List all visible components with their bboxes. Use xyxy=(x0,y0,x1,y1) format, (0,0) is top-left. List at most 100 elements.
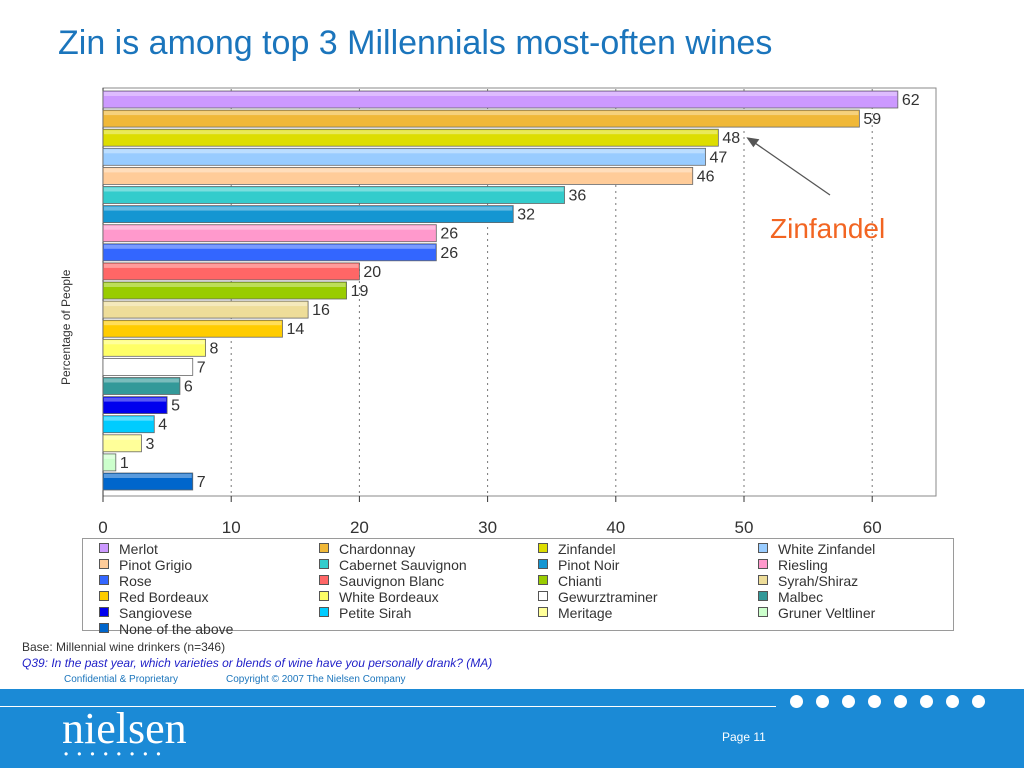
legend-label: Merlot xyxy=(119,541,158,557)
bar-pinot-grigio xyxy=(102,166,694,185)
bar-highlight xyxy=(104,130,718,135)
data-label: 32 xyxy=(517,207,535,224)
legend-swatch xyxy=(99,543,109,553)
data-label: 46 xyxy=(697,168,715,185)
legend-item: Sauvignon Blanc xyxy=(319,573,444,589)
data-label: 1 xyxy=(120,455,129,472)
bar-gewurztraminer xyxy=(102,357,194,376)
legend-swatch xyxy=(319,591,329,601)
legend-item: Pinot Grigio xyxy=(99,557,192,573)
y-axis-label: Percentage of People xyxy=(59,269,73,385)
bar-meritage xyxy=(102,434,142,453)
bar-highlight xyxy=(104,263,359,268)
bar-highlight xyxy=(104,435,141,440)
footer-dot xyxy=(816,695,829,708)
footer-divider xyxy=(0,706,776,707)
legend-label: Gewurztraminer xyxy=(558,589,658,605)
footer-dots xyxy=(790,695,998,713)
legend-swatch xyxy=(538,591,548,601)
legend-item: Chianti xyxy=(538,573,602,589)
legend-label: Syrah/Shiraz xyxy=(778,573,859,589)
legend-item: Sangiovese xyxy=(99,605,192,621)
legend-swatch xyxy=(99,559,109,569)
legend-swatch xyxy=(319,575,329,585)
data-label: 48 xyxy=(722,130,740,147)
legend-swatch xyxy=(758,575,768,585)
data-label: 5 xyxy=(171,398,180,415)
bar-malbec xyxy=(102,377,181,395)
legend-swatch xyxy=(538,607,548,617)
bar-highlight xyxy=(104,206,513,211)
bar-none-of-the-above xyxy=(102,472,194,491)
x-tick-label: 40 xyxy=(606,518,625,537)
bar-highlight xyxy=(104,340,205,345)
logo-dots: •••••••• xyxy=(64,747,170,761)
legend-swatch xyxy=(99,575,109,585)
legend-label: Rose xyxy=(119,573,152,589)
bar-highlight xyxy=(104,454,115,459)
legend-label: Pinot Grigio xyxy=(119,557,193,573)
legend-swatch xyxy=(758,543,768,553)
legend-label: Chardonnay xyxy=(339,541,416,557)
legend-item: Zinfandel xyxy=(538,541,616,557)
legend-item: Meritage xyxy=(538,605,612,621)
bar-white-zinfandel xyxy=(102,147,706,166)
legend-item: Syrah/Shiraz xyxy=(758,573,858,589)
legend-item: Malbec xyxy=(758,589,823,605)
legend-item: Chardonnay xyxy=(319,541,415,557)
legend-swatch xyxy=(758,559,768,569)
footer-dot xyxy=(972,695,985,708)
legend-item: Cabernet Sauvignon xyxy=(319,557,467,573)
data-label: 7 xyxy=(197,474,206,491)
legend-item: Gruner Veltliner xyxy=(758,605,875,621)
data-label: 62 xyxy=(902,92,920,109)
data-label: 26 xyxy=(440,226,458,243)
bar-chianti xyxy=(102,281,347,300)
legend-label: Meritage xyxy=(558,605,613,621)
data-label: 36 xyxy=(569,188,587,205)
confidential-note: Confidential & Proprietary xyxy=(64,674,178,685)
nielsen-logo: nielsen xyxy=(62,704,187,753)
bar-highlight xyxy=(104,187,564,192)
bar-highlight xyxy=(104,416,154,421)
legend-item: Riesling xyxy=(758,557,828,573)
data-label: 4 xyxy=(158,417,167,434)
bar-highlight xyxy=(104,225,436,230)
footer-dot xyxy=(920,695,933,708)
data-label: 3 xyxy=(145,436,154,453)
page-number: Page 11 xyxy=(722,730,766,744)
bar-highlight xyxy=(104,474,192,478)
bar-highlight xyxy=(104,283,346,287)
base-note: Base: Millennial wine drinkers (n=346) xyxy=(22,640,226,654)
annotation-arrow xyxy=(751,140,831,196)
legend-item: White Zinfandel xyxy=(758,541,875,557)
bar-highlight xyxy=(104,359,192,364)
question-note: Q39: In the past year, which varieties o… xyxy=(22,656,493,670)
x-tick-label: 30 xyxy=(478,518,497,537)
legend-label: White Bordeaux xyxy=(339,589,439,605)
annotation-text: Zinfandel xyxy=(770,213,885,244)
legend-item: Rose xyxy=(99,573,152,589)
legend-label: White Zinfandel xyxy=(778,541,876,557)
legend-swatch xyxy=(538,559,548,569)
legend-label: Gruner Veltliner xyxy=(778,605,876,621)
bar-highlight xyxy=(104,92,897,96)
legend-swatch xyxy=(319,607,329,617)
legend-item: None of the above xyxy=(99,621,233,637)
legend-item: Gewurztraminer xyxy=(538,589,658,605)
bar-rose xyxy=(102,243,437,262)
legend-swatch xyxy=(99,623,109,633)
legend-swatch xyxy=(319,559,329,569)
bar-highlight xyxy=(104,149,705,154)
chart-legend: Merlot Chardonnay Zinfandel White Zinfandel… xyxy=(82,538,954,637)
legend-label: Malbec xyxy=(778,589,824,605)
footer-dot xyxy=(868,695,881,708)
x-tick-label: 60 xyxy=(863,518,882,537)
x-tick-label: 20 xyxy=(350,518,369,537)
legend-item: Pinot Noir xyxy=(538,557,619,573)
footer-dot xyxy=(946,695,959,708)
legend-label: Cabernet Sauvignon xyxy=(339,557,467,573)
data-label: 47 xyxy=(710,149,728,166)
slide-title: Zin is among top 3 Millennials most-ofte… xyxy=(58,24,773,62)
legend-label: Pinot Noir xyxy=(558,557,620,573)
